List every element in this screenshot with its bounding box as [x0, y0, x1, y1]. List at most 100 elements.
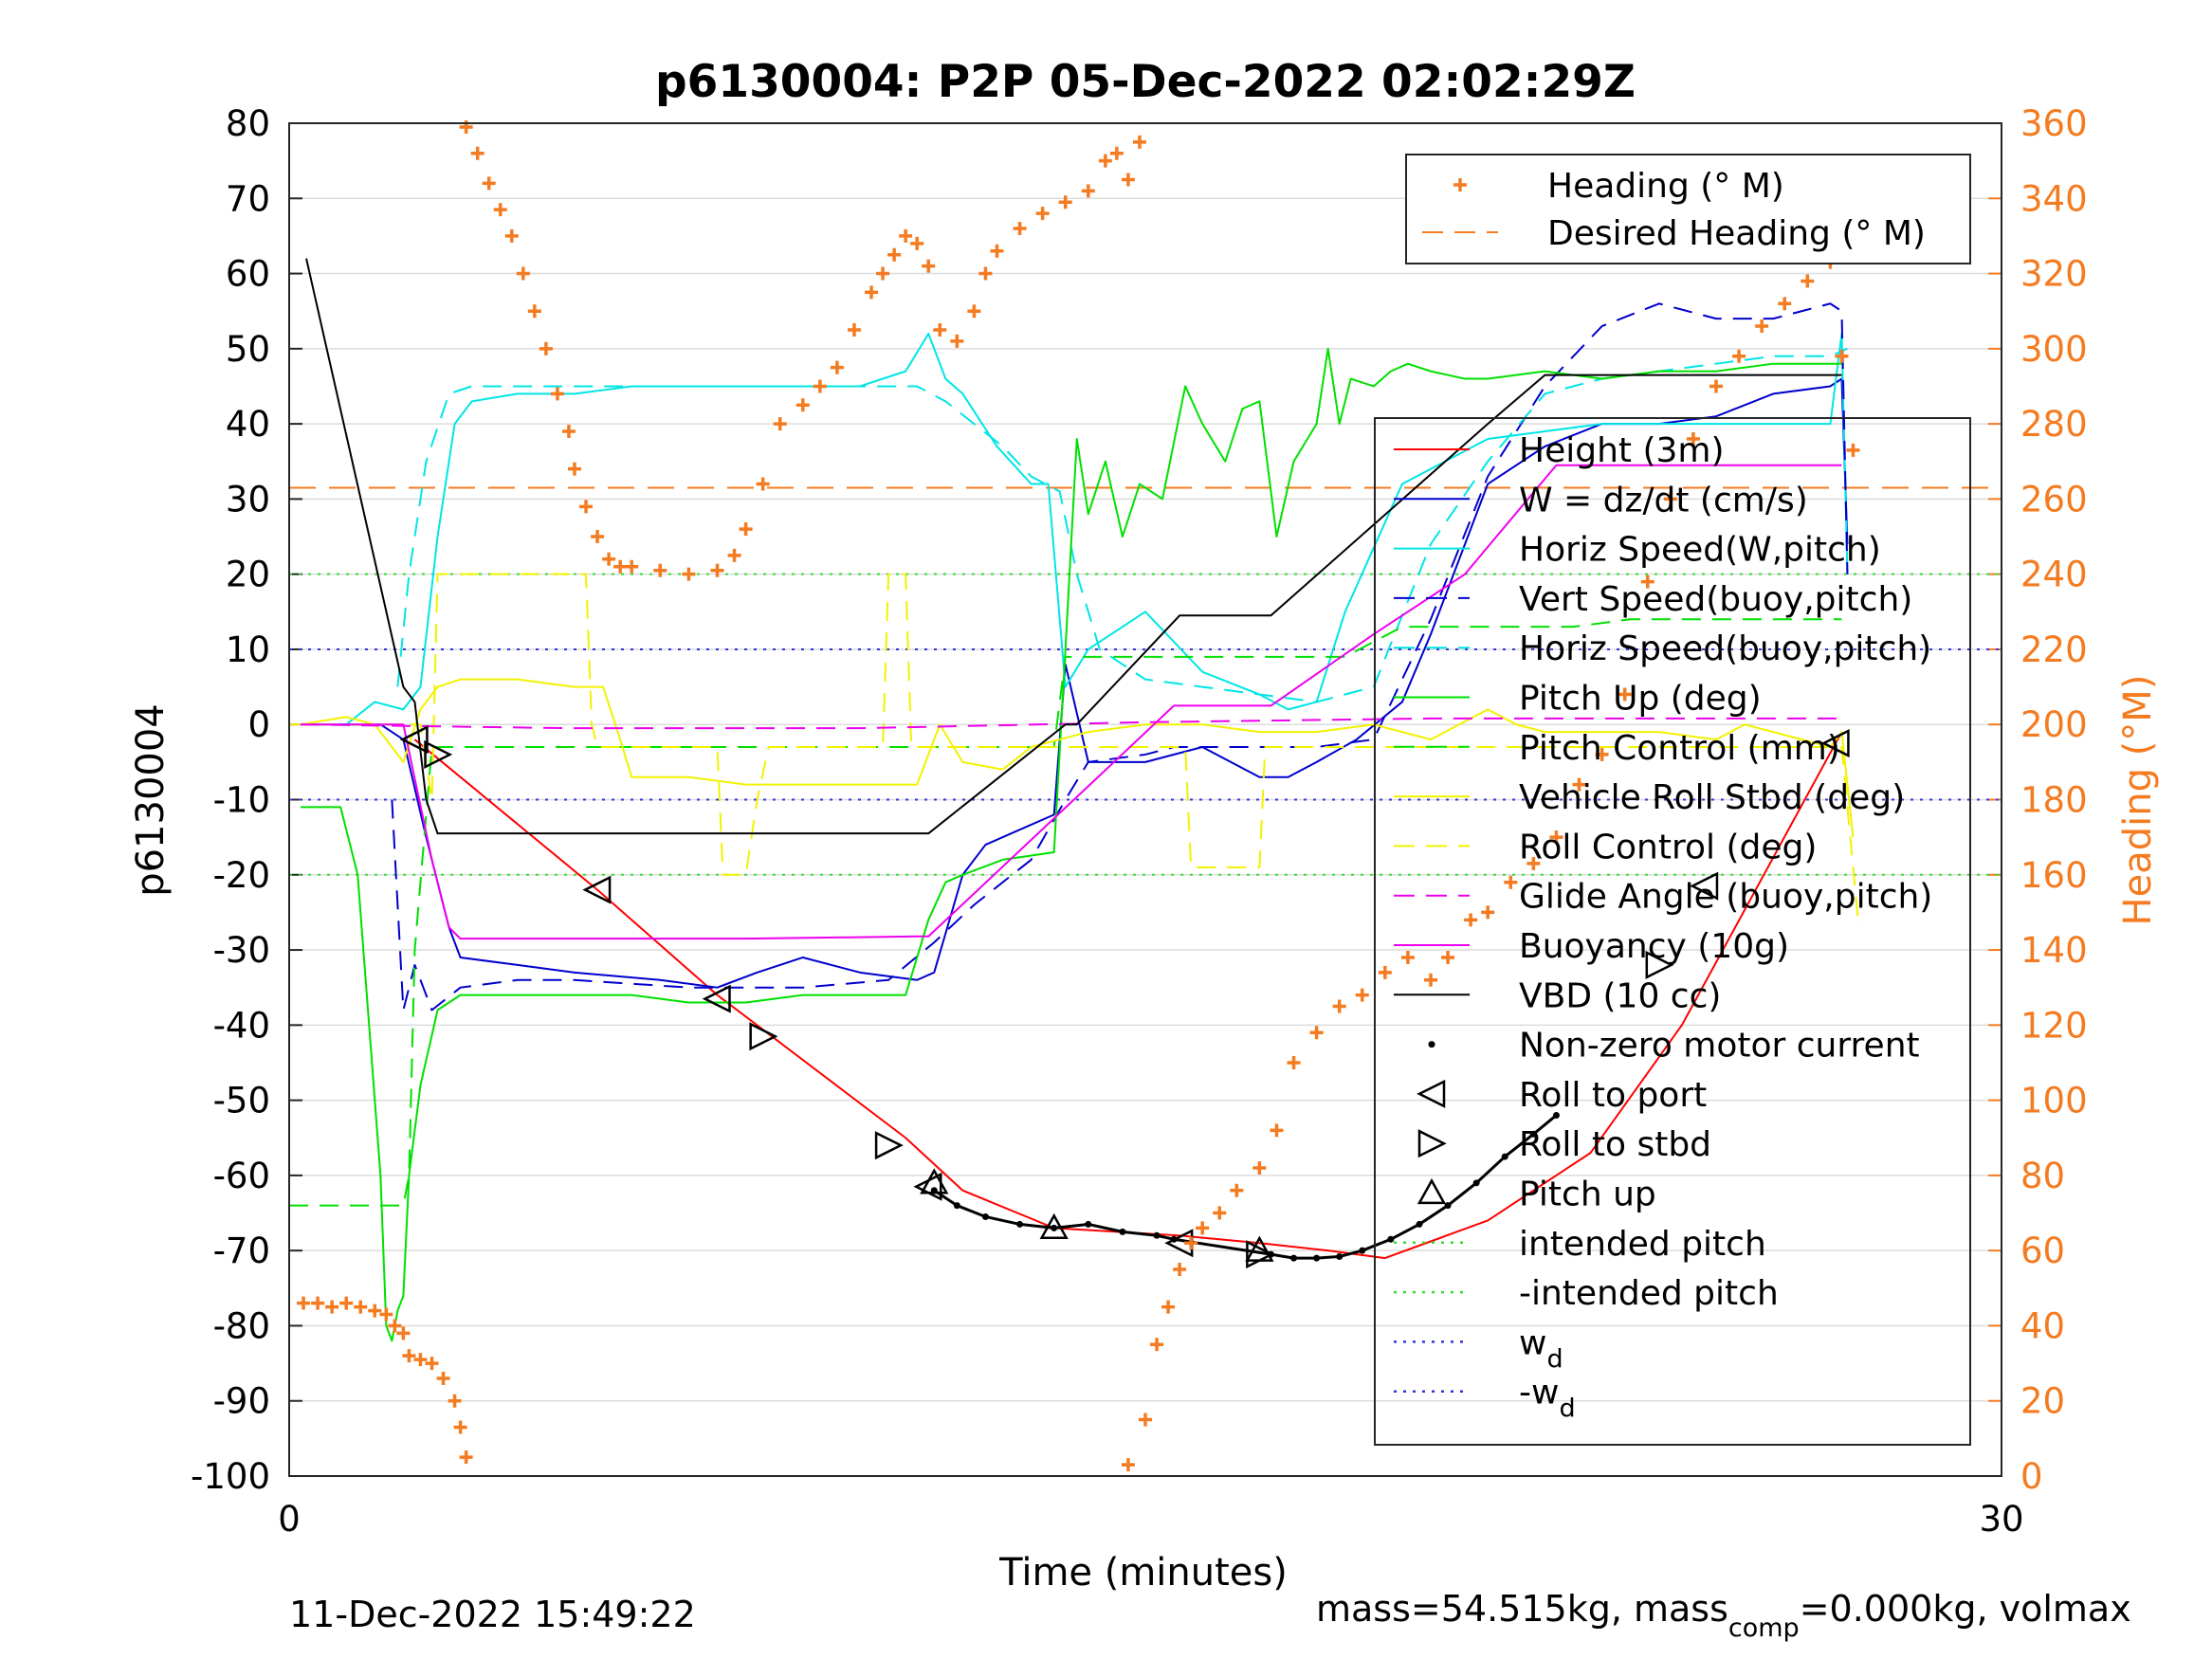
point-pitch-up	[920, 1168, 949, 1194]
point-heading-m	[539, 341, 553, 356]
y-axis-label: p6130004	[129, 703, 173, 897]
point-heading-m	[613, 559, 628, 574]
series-line-roll-control-deg	[289, 573, 1860, 928]
point-heading-m	[1184, 1236, 1198, 1250]
point-heading-m	[1424, 973, 1437, 987]
point-heading-m	[396, 1326, 411, 1340]
plot-frame	[288, 122, 2002, 1477]
y-tick-label: -70	[213, 1231, 270, 1271]
point-heading-m	[1481, 905, 1495, 920]
point-heading-m	[1196, 1221, 1210, 1235]
footer-timestamp: 11-Dec-2022 15:49:22	[289, 1594, 696, 1635]
legend-label: Glide Angle (buoy,pitch)	[1519, 878, 1932, 917]
legend-label: Pitch Control (mm)	[1519, 729, 1840, 768]
point-roll-to-stbd	[1645, 950, 1674, 979]
legend-label: Pitch Up (deg)	[1519, 680, 1762, 719]
legend-label: Roll Control (deg)	[1519, 828, 1817, 866]
series-line-vehicle-roll-stbd-deg	[300, 678, 1855, 838]
series-heading-m	[297, 119, 1860, 1472]
point-heading-m	[568, 462, 581, 476]
point-heading-m	[561, 425, 576, 439]
legend-entry-wd: wd	[1394, 1323, 1563, 1374]
point-heading-m	[1663, 492, 1677, 506]
legend-entry-w-dz-dt-cm-s: W = dz/dt (cm/s)	[1394, 481, 1808, 520]
point-heading-m	[1252, 1160, 1267, 1175]
legend-label: intended pitch	[1519, 1225, 1766, 1264]
y-tick-label: 10	[226, 629, 270, 670]
series-line-horiz-speed-buoy-pitch	[396, 347, 1848, 703]
series-line-pitch-control-mm	[289, 618, 1842, 1207]
point-heading-m	[756, 477, 770, 491]
legend-heading-box	[1405, 154, 1971, 264]
series-line-vbd-10-cc	[305, 258, 1842, 835]
legend-entry-height-3m: Height (3m)	[1394, 431, 1725, 470]
y-tick-label: -40	[213, 1005, 270, 1046]
point-heading-m	[1755, 319, 1769, 334]
legend-label-text: Height (3m)	[1519, 431, 1725, 470]
point-heading-m	[402, 1349, 416, 1363]
point-roll-to-port	[702, 984, 731, 1013]
point-non-zero-motor-current	[1119, 1228, 1126, 1235]
legend-entry-vehicle-roll-stbd-deg: Vehicle Roll Stbd (deg)	[1394, 778, 1905, 817]
footer-mass-subscript: comp	[1728, 1613, 1800, 1643]
point-non-zero-motor-current	[1336, 1253, 1344, 1261]
point-heading-m	[625, 559, 639, 574]
series-line-vert-speed-buoy-pitch	[391, 302, 1849, 1012]
legend-label: Vehicle Roll Stbd (deg)	[1519, 778, 1905, 817]
point-heading-m	[830, 360, 844, 374]
point-heading-m	[1572, 777, 1586, 792]
point-heading-m	[1618, 687, 1632, 702]
point-heading-m	[311, 1296, 325, 1310]
legend-entry-roll-to-stbd: Roll to stbd	[1417, 1125, 1711, 1164]
point-heading-m	[1150, 1338, 1164, 1352]
marker-layer	[297, 119, 1860, 1472]
point-non-zero-motor-current	[1016, 1220, 1024, 1228]
point-heading-m	[1595, 747, 1609, 761]
legend-label: Pitch up	[1519, 1176, 1656, 1214]
y2-tick-label: 200	[2020, 704, 2088, 745]
point-heading-m	[1213, 1206, 1227, 1220]
legend-label-text: Non-zero motor current	[1519, 1027, 1920, 1066]
legend-swatch	[1428, 1041, 1435, 1048]
series-line-pitch-up-deg	[301, 347, 1842, 1342]
y-tick-label: 0	[247, 704, 270, 745]
point-non-zero-motor-current	[1290, 1254, 1298, 1262]
point-heading-m	[368, 1304, 382, 1318]
point-non-zero-motor-current	[1444, 1202, 1452, 1210]
legend-entry-vbd-10-cc: VBD (10 cc)	[1394, 976, 1721, 1015]
point-heading-m	[482, 176, 496, 191]
point-heading-m	[1270, 1123, 1284, 1138]
point-heading-m	[682, 567, 696, 581]
point-heading-m	[899, 228, 913, 243]
point-heading-m	[1835, 349, 1849, 363]
point-heading-m	[653, 563, 667, 577]
point-non-zero-motor-current	[1529, 1130, 1537, 1138]
legend-label-text: Pitch up	[1519, 1176, 1656, 1214]
legend-label-text: Roll Control (deg)	[1519, 828, 1817, 866]
legend-label: Height (3m)	[1519, 431, 1725, 470]
y2-tick-labels: 3603403203002802602402202001801601401201…	[2020, 103, 2088, 1497]
point-non-zero-motor-current	[1153, 1231, 1161, 1239]
point-heading-m	[1441, 950, 1455, 964]
point-pitch-up	[1039, 1212, 1069, 1240]
legend-entry-pitch-up-deg: Pitch Up (deg)	[1394, 680, 1762, 719]
point-heading-m	[1686, 431, 1700, 446]
y-tick-label: 50	[226, 329, 270, 370]
series-pitch-up	[920, 1168, 1274, 1262]
y-tick-label: 60	[226, 254, 270, 295]
point-heading-m	[1355, 988, 1369, 1002]
y-tick-label: 40	[226, 404, 270, 445]
point-roll-to-port	[1690, 871, 1719, 901]
point-heading-m	[813, 379, 827, 393]
point-non-zero-motor-current	[1552, 1111, 1560, 1119]
point-heading-m	[1709, 379, 1723, 393]
point-heading-m	[922, 259, 936, 273]
point-heading-m	[1230, 1183, 1244, 1197]
legend-label: -wd	[1519, 1374, 1576, 1424]
legend-label: W = dz/dt (cm/s)	[1519, 481, 1808, 520]
point-heading-m	[602, 552, 616, 566]
point-heading-m	[504, 228, 519, 243]
point-heading-m	[579, 500, 594, 514]
y-tick-label: -90	[213, 1381, 270, 1422]
point-roll-to-stbd	[424, 739, 453, 769]
